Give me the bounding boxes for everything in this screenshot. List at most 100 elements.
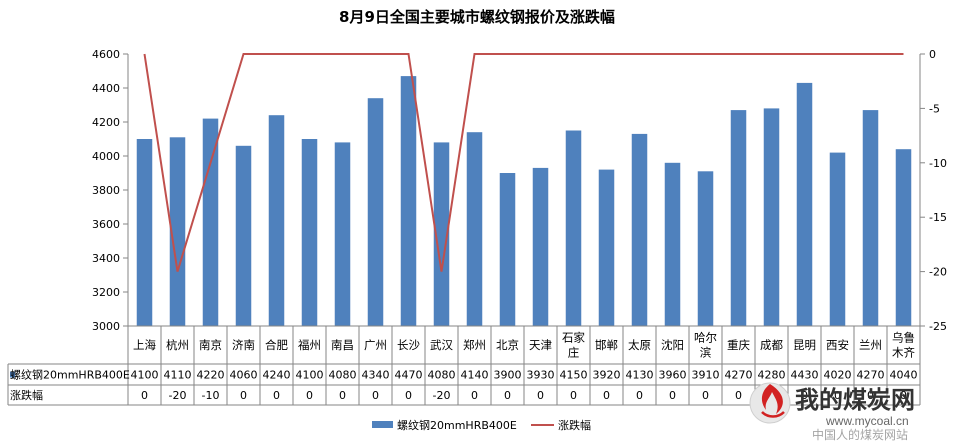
bar [235,145,252,326]
bar [499,173,516,326]
category-label: 南昌 [331,338,354,352]
table-value-price: 4150 [560,369,588,382]
table-value-change: 0 [240,389,247,402]
bar [862,110,879,326]
bar [433,142,450,326]
category-label: 福州 [298,338,321,352]
line-series [143,53,904,272]
watermark-brand: 我的煤炭网 [795,386,915,414]
row-key-bar [10,371,15,378]
left-tick-label: 3600 [92,218,120,231]
bar [697,171,714,326]
table-value-change: 0 [504,389,511,402]
bar [664,162,681,326]
table-value-price: 4110 [164,369,192,382]
category-label: 武汉 [430,338,453,352]
right-tick-label: -5 [929,102,940,115]
bar [268,115,285,326]
category-label: 西安 [826,338,849,352]
category-label: 兰州 [859,338,882,352]
bar [202,118,219,326]
table-value-change: 0 [900,389,907,402]
left-tick-label: 3000 [92,320,120,333]
row-header-price: 螺纹钢20mmHRB400E [10,368,130,382]
table-value-price: 4100 [131,369,159,382]
bar [763,108,780,327]
table-value-price: 3920 [593,369,621,382]
legend-label-line: 涨跌幅 [558,418,591,432]
table-value-change: 0 [834,389,841,402]
table-value-price: 4060 [230,369,258,382]
right-tick-label: -10 [929,157,947,170]
bar [169,137,186,326]
table-value-price: 3960 [659,369,687,382]
bar [829,152,846,326]
left-tick-label: 4400 [92,82,120,95]
bar [400,76,417,326]
left-tick-label: 4600 [92,48,120,61]
left-tick-label: 3800 [92,184,120,197]
left-tick-label: 4000 [92,150,120,163]
table-value-change: -10 [202,389,220,402]
right-tick-label: -20 [929,266,947,279]
category-label: 昆明 [793,338,816,352]
table-value-change: 0 [669,389,676,402]
category-label: 杭州 [166,338,189,352]
table-value-price: 4220 [197,369,225,382]
left-tick-label: 3400 [92,252,120,265]
table-value-price: 4130 [626,369,654,382]
table-value-price: 4040 [890,369,918,382]
right-tick-label: -15 [929,211,947,224]
legend-swatch-bar [372,421,393,428]
table-value-change: 0 [570,389,577,402]
category-label: 太原 [628,338,651,352]
category-label: 庄 [568,346,580,360]
category-label: 沈阳 [661,338,684,352]
logo-icon [749,382,791,424]
table-value-price: 4140 [461,369,489,382]
category-label: 石家 [562,331,585,345]
table-value-change: 0 [273,389,280,402]
chart-title: 8月9日全国主要城市螺纹钢报价及涨跌幅 [339,8,615,26]
bar [466,132,483,326]
category-label: 重庆 [727,338,750,352]
table-value-price: 4270 [725,369,753,382]
change-line [143,53,904,272]
category-label: 滨 [700,346,712,360]
bar [565,130,582,326]
bar [631,133,648,326]
category-label: 乌鲁 [892,331,915,345]
bar [334,142,351,326]
table-value-change: 0 [735,389,742,402]
bar [730,110,747,326]
table-value-price: 4240 [263,369,291,382]
category-label: 木齐 [892,346,915,360]
table-value-change: 0 [636,389,643,402]
watermark-url: www.mycoal.cn [825,414,909,428]
table-value-change: 0 [537,389,544,402]
table-value-change: 0 [702,389,709,402]
watermark: 我的煤炭网 www.mycoal.cn 中国人的煤炭网站 [749,382,915,442]
table-value-price: 3900 [494,369,522,382]
category-label: 成都 [760,338,783,352]
legend: 螺纹钢20mmHRB400E 涨跌幅 [372,418,591,432]
table-value-price: 4430 [791,369,819,382]
category-label: 长沙 [397,338,420,352]
table-value-change: -20 [433,389,451,402]
table-value-change: -20 [169,389,187,402]
category-label: 济南 [232,338,255,352]
row-header-change: 涨跌幅 [10,388,43,402]
category-label: 南京 [199,338,222,352]
table-value-change: 0 [603,389,610,402]
bar [895,149,912,326]
bar [796,82,813,327]
table-value-change: 0 [372,389,379,402]
table-value-price: 3910 [692,369,720,382]
table-value-change: 0 [306,389,313,402]
table-value-price: 4020 [824,369,852,382]
right-tick-label: -25 [929,320,947,333]
right-tick-label: 0 [929,48,936,61]
legend-label-bar: 螺纹钢20mmHRB400E [397,418,517,432]
left-tick-label: 4200 [92,116,120,129]
